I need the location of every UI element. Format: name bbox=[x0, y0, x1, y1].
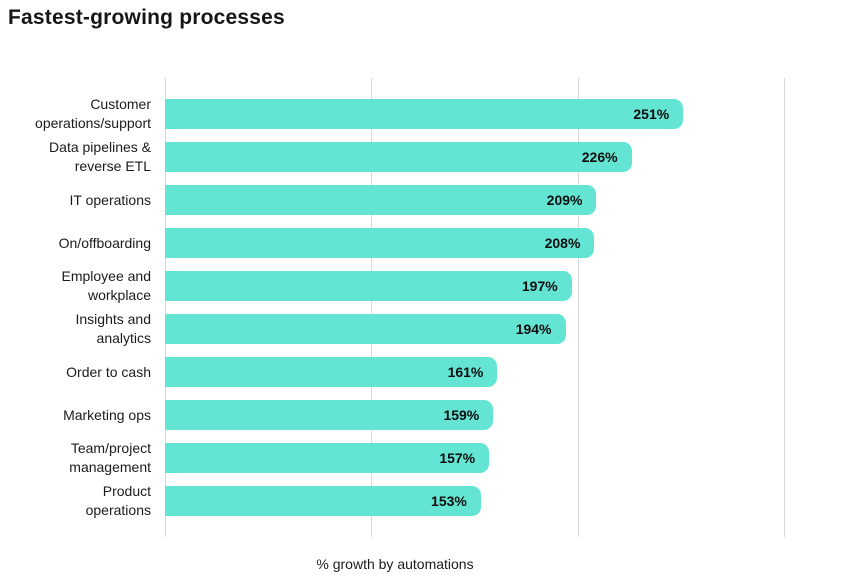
bar-row: On/offboarding 208% bbox=[0, 228, 805, 258]
bar-zone: 251% bbox=[165, 99, 805, 129]
bar-row: Order to cash 161% bbox=[0, 357, 805, 387]
bar-row: IT operations 209% bbox=[0, 185, 805, 215]
bar-value-label: 153% bbox=[431, 493, 467, 509]
bar: 251% bbox=[165, 99, 684, 129]
bar-row: Employee and workplace 197% bbox=[0, 268, 805, 303]
bar: 157% bbox=[165, 443, 490, 473]
bar-row: Team/project management 157% bbox=[0, 440, 805, 475]
bar-value-label: 157% bbox=[439, 450, 476, 466]
category-label: On/offboarding bbox=[58, 234, 151, 251]
bar: 159% bbox=[165, 400, 494, 430]
category-label: Insights and analytics bbox=[75, 311, 152, 346]
bar-value-label: 161% bbox=[447, 364, 484, 380]
gridline-200 bbox=[577, 78, 579, 537]
bar-row: Marketing ops 159% bbox=[0, 400, 805, 430]
bar-value-label: 209% bbox=[546, 192, 583, 208]
plot-area: Customer operations/support 251% Data pipel… bbox=[0, 78, 805, 537]
gridline-300 bbox=[784, 78, 786, 537]
x-axis-label: % growth by automations bbox=[316, 556, 474, 572]
bar-value-label: 208% bbox=[544, 235, 581, 251]
category-label: IT operations bbox=[69, 191, 151, 208]
category-label: Data pipelines & reverse ETL bbox=[49, 139, 151, 174]
category-label: Team/project management bbox=[69, 440, 151, 475]
bar: 153% bbox=[165, 486, 481, 516]
bar: 161% bbox=[165, 357, 498, 387]
bar-zone: 153% bbox=[165, 486, 805, 516]
category-label: Order to cash bbox=[66, 363, 151, 380]
bar-value-label: 197% bbox=[521, 278, 558, 294]
bar-value-label: 159% bbox=[443, 407, 480, 423]
bar-row: Customer operations/support 251% bbox=[0, 96, 805, 131]
bar-row: Product operations 153% bbox=[0, 483, 805, 518]
bar: 208% bbox=[165, 228, 595, 258]
category-label: Customer operations/support bbox=[35, 96, 151, 131]
gridline-100 bbox=[371, 78, 373, 537]
bar-rows: Customer operations/support 251% Data pipel… bbox=[0, 96, 805, 518]
category-label: Marketing ops bbox=[63, 406, 151, 423]
bar: 209% bbox=[165, 185, 597, 215]
chart-title: Fastest-growing processes bbox=[8, 6, 285, 29]
bar: 194% bbox=[165, 314, 566, 344]
bar-row: Insights and analytics 194% bbox=[0, 311, 805, 346]
bar-value-label: 251% bbox=[633, 106, 670, 122]
bar-zone: 209% bbox=[165, 185, 805, 215]
bar-zone: 226% bbox=[165, 142, 805, 172]
bar-zone: 157% bbox=[165, 443, 805, 473]
category-label: Product operations bbox=[85, 483, 151, 518]
bar-zone: 194% bbox=[165, 314, 805, 344]
bar-value-label: 194% bbox=[515, 321, 552, 337]
gridline-layer bbox=[165, 78, 805, 537]
bar-zone: 159% bbox=[165, 400, 805, 430]
bar-zone: 208% bbox=[165, 228, 805, 258]
category-label: Employee and workplace bbox=[61, 268, 151, 303]
bar-zone: 161% bbox=[165, 357, 805, 387]
bar-value-label: 226% bbox=[581, 149, 618, 165]
bar: 197% bbox=[165, 271, 572, 301]
gridline-0 bbox=[165, 78, 166, 537]
bar-zone: 197% bbox=[165, 271, 805, 301]
bar: 226% bbox=[165, 142, 632, 172]
bar-row: Data pipelines & reverse ETL 226% bbox=[0, 139, 805, 174]
